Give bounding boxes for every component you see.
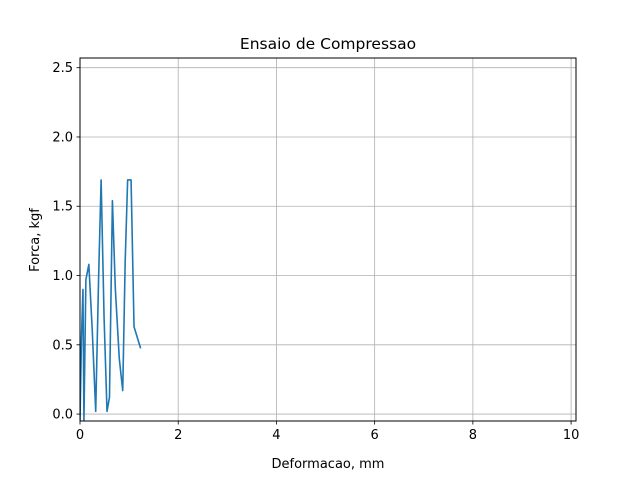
y-axis: 0.0 0.5 1.0 1.5 2.0 2.5 bbox=[52, 61, 80, 423]
x-tick-label: 10 bbox=[563, 428, 580, 443]
grid-lines bbox=[79, 58, 576, 421]
chart-title: Ensaio de Compressao bbox=[240, 35, 416, 53]
series-layer bbox=[80, 179, 142, 421]
y-tick-label: 0.0 bbox=[52, 408, 73, 423]
series-line-0 bbox=[80, 179, 142, 421]
y-tick-label: 1.5 bbox=[52, 200, 73, 215]
x-tick-label: 2 bbox=[174, 428, 182, 443]
x-axis-title: Deformacao, mm bbox=[272, 457, 385, 472]
y-tick-label: 1.0 bbox=[52, 269, 73, 284]
plot-frame bbox=[79, 57, 577, 422]
x-axis: 0 2 4 6 8 10 bbox=[76, 421, 580, 443]
y-tick-label: 2.5 bbox=[52, 61, 73, 76]
y-tick-label: 2.0 bbox=[52, 130, 73, 145]
y-tick-label: 0.5 bbox=[52, 338, 73, 353]
x-tick-label: 0 bbox=[76, 428, 84, 443]
y-axis-title: Forca, kgf bbox=[28, 208, 43, 272]
x-tick-label: 4 bbox=[272, 428, 280, 443]
x-tick-label: 8 bbox=[469, 428, 477, 443]
x-tick-label: 6 bbox=[371, 428, 379, 443]
